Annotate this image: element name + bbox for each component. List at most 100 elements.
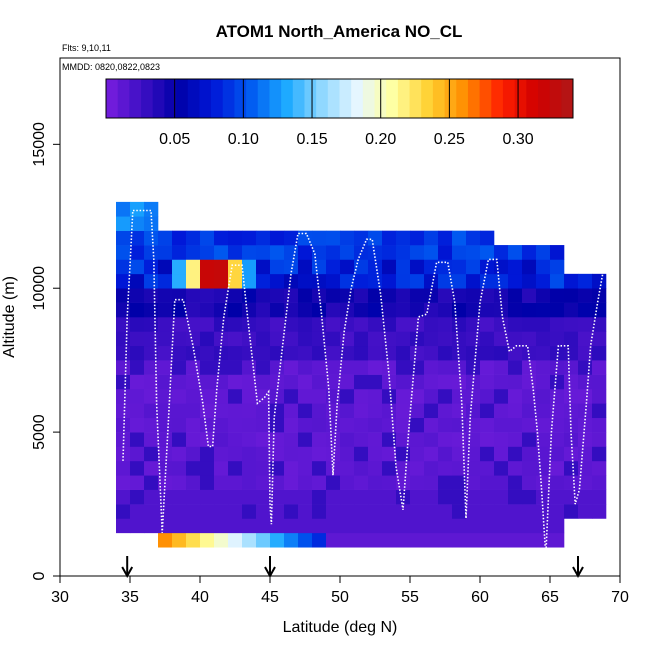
heatmap-cell bbox=[592, 345, 607, 361]
heatmap-cell bbox=[284, 403, 299, 419]
heatmap-cell bbox=[368, 504, 383, 519]
heatmap-cell bbox=[200, 345, 215, 361]
heatmap-cell bbox=[144, 230, 159, 246]
heatmap-cell bbox=[564, 360, 579, 375]
colorbar-tick-label: 0.05 bbox=[159, 131, 190, 148]
heatmap-cell bbox=[242, 475, 257, 490]
heatmap-cell bbox=[368, 331, 383, 347]
heatmap-cell bbox=[186, 245, 201, 260]
heatmap-cell bbox=[480, 403, 495, 419]
heatmap-cell bbox=[158, 288, 173, 303]
heatmap-cell bbox=[144, 417, 159, 433]
heatmap-cell bbox=[312, 475, 327, 490]
heatmap-cell bbox=[508, 317, 523, 332]
heatmap-cell bbox=[550, 504, 565, 519]
heatmap-cell bbox=[186, 446, 201, 462]
heatmap-cell bbox=[214, 460, 229, 476]
heatmap-cell bbox=[144, 302, 159, 318]
heatmap-cell bbox=[130, 245, 145, 260]
heatmap-cell bbox=[256, 288, 271, 303]
heatmap-cell bbox=[480, 518, 495, 534]
heatmap-cell bbox=[298, 403, 313, 419]
heatmap-cell bbox=[410, 475, 425, 490]
colorbar-segment bbox=[292, 79, 305, 118]
heatmap-cell bbox=[466, 489, 481, 505]
heatmap-cell bbox=[410, 532, 425, 548]
heatmap-cell bbox=[382, 302, 397, 318]
heatmap-cell bbox=[578, 403, 593, 419]
heatmap-cell bbox=[522, 259, 537, 275]
heatmap-cell bbox=[424, 403, 439, 419]
heatmap-cell bbox=[368, 432, 383, 447]
heatmap-cell bbox=[424, 489, 439, 505]
heatmap-cell bbox=[340, 460, 355, 476]
colorbar-segment bbox=[222, 79, 235, 118]
heatmap-cell bbox=[228, 446, 243, 462]
heatmap-cell bbox=[424, 245, 439, 260]
heatmap-cell bbox=[438, 374, 453, 390]
heatmap-cell bbox=[144, 446, 159, 462]
heatmap-cell bbox=[494, 273, 509, 289]
heatmap-cell bbox=[410, 288, 425, 303]
heatmap-cell bbox=[550, 489, 565, 505]
heatmap-cell bbox=[354, 446, 369, 462]
heatmap-cell bbox=[172, 446, 187, 462]
heatmap-cell bbox=[130, 475, 145, 490]
heatmap-cell bbox=[508, 273, 523, 289]
heatmap-cell bbox=[144, 374, 159, 390]
colorbar-tick-label: 0.15 bbox=[296, 131, 327, 148]
heatmap-cell bbox=[480, 259, 495, 275]
heatmap-cell bbox=[172, 475, 187, 490]
colorbar-segment bbox=[491, 79, 504, 118]
heatmap-cell bbox=[396, 302, 411, 318]
heatmap-cell bbox=[494, 446, 509, 462]
heatmap-cell bbox=[382, 259, 397, 275]
heatmap-cell bbox=[410, 417, 425, 433]
heatmap-cell bbox=[550, 432, 565, 447]
heatmap-cell bbox=[228, 331, 243, 347]
heatmap-cell bbox=[200, 403, 215, 419]
heatmap-cell bbox=[284, 460, 299, 476]
heatmap-cell bbox=[410, 259, 425, 275]
x-tick-label: 45 bbox=[261, 589, 279, 606]
heatmap-cell bbox=[522, 504, 537, 519]
heatmap-cell bbox=[592, 403, 607, 419]
heatmap-cell bbox=[158, 345, 173, 361]
heatmap-cell bbox=[494, 374, 509, 390]
heatmap-cell bbox=[564, 388, 579, 404]
heatmap-cell bbox=[256, 403, 271, 419]
heatmap-cell bbox=[158, 446, 173, 462]
heatmap-cell bbox=[172, 360, 187, 375]
heatmap-cell bbox=[298, 317, 313, 332]
heatmap-cell bbox=[354, 273, 369, 289]
heatmap-cell bbox=[480, 273, 495, 289]
heatmap-cell bbox=[326, 302, 341, 318]
heatmap-cell bbox=[592, 489, 607, 505]
heatmap-cell bbox=[354, 475, 369, 490]
heatmap-cell bbox=[186, 460, 201, 476]
heatmap-cell bbox=[256, 273, 271, 289]
heatmap-cell bbox=[130, 374, 145, 390]
heatmap-cell bbox=[368, 532, 383, 548]
heatmap-cell bbox=[256, 345, 271, 361]
heatmap-cell bbox=[368, 403, 383, 419]
heatmap-cell bbox=[438, 288, 453, 303]
heatmap-cell bbox=[592, 360, 607, 375]
heatmap-cell bbox=[186, 259, 201, 275]
heatmap-cell bbox=[256, 432, 271, 447]
heatmap-cell bbox=[214, 446, 229, 462]
heatmap-cell bbox=[116, 331, 131, 347]
heatmap-cell bbox=[228, 230, 243, 246]
heatmap-cell bbox=[228, 317, 243, 332]
heatmap-cell bbox=[256, 489, 271, 505]
heatmap-cell bbox=[298, 302, 313, 318]
heatmap-cell bbox=[550, 388, 565, 404]
heatmap-cell bbox=[536, 489, 551, 505]
heatmap-cell bbox=[144, 317, 159, 332]
heatmap-cell bbox=[340, 345, 355, 361]
heatmap-cell bbox=[508, 504, 523, 519]
heatmap-cell bbox=[116, 360, 131, 375]
heatmap-cell bbox=[298, 388, 313, 404]
y-tick-label: 0 bbox=[31, 571, 48, 580]
heatmap-cell bbox=[270, 374, 285, 390]
